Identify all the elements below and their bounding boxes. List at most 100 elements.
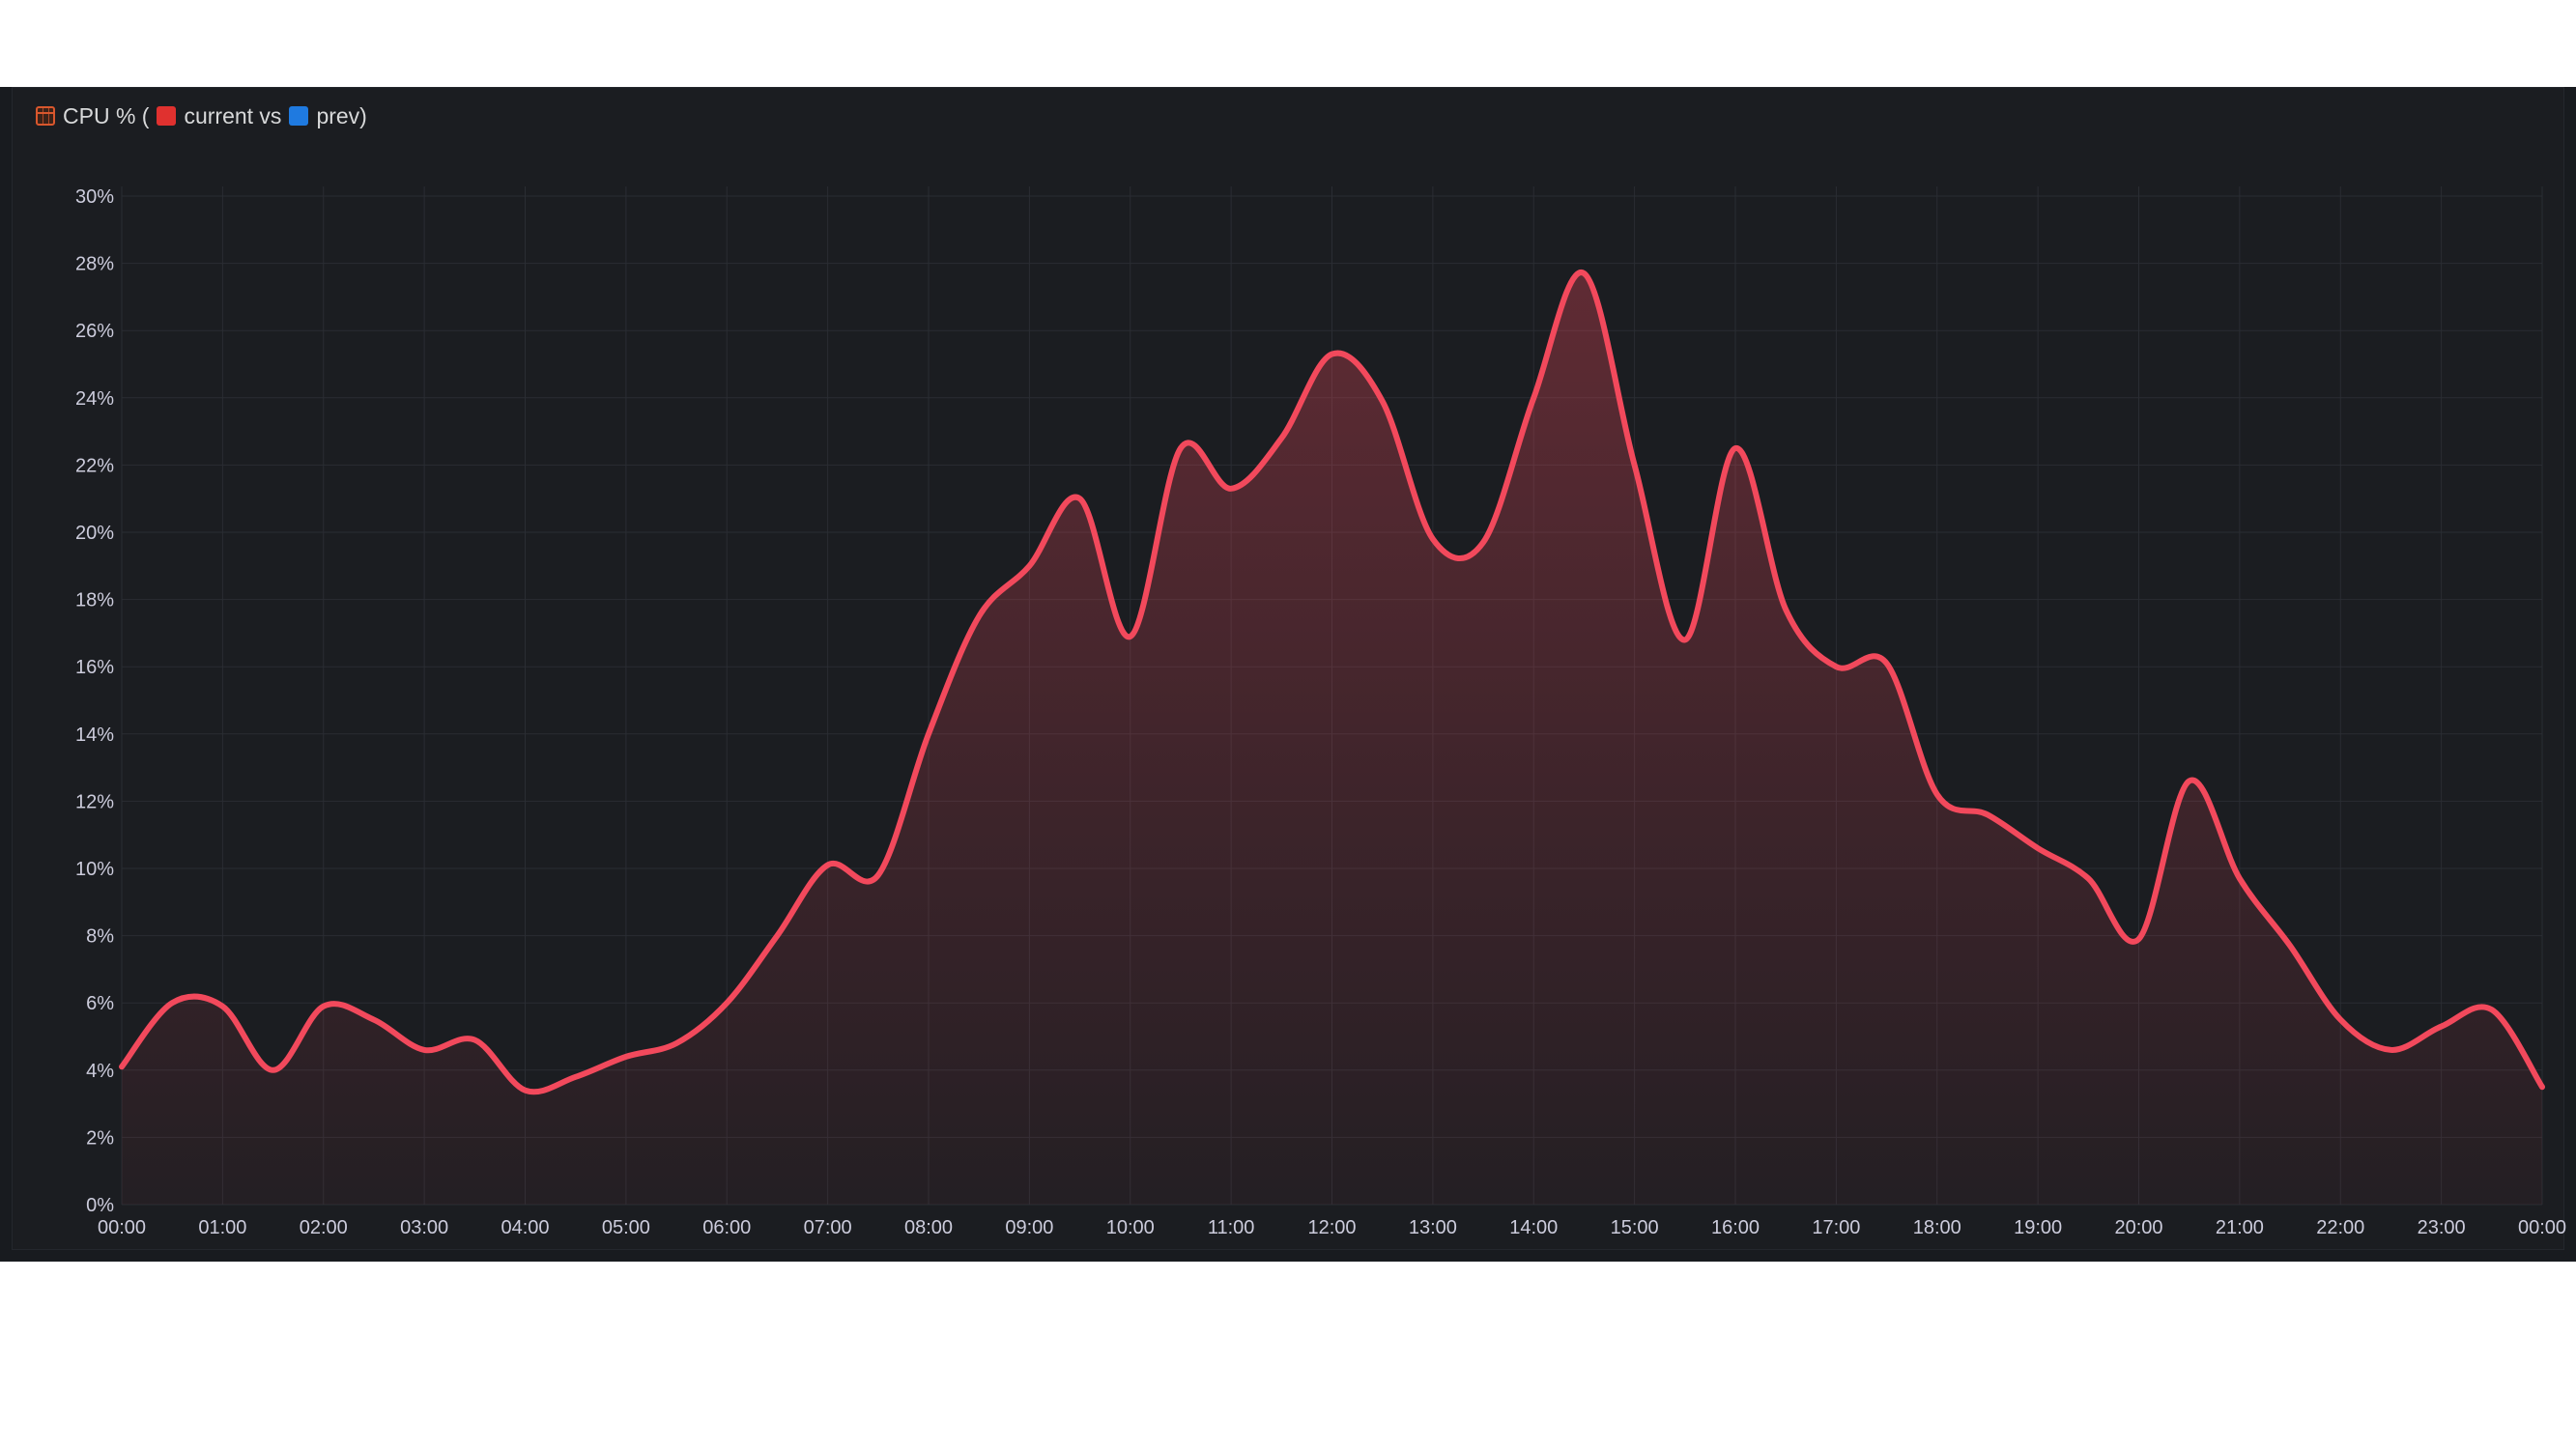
data-point	[1632, 462, 1638, 468]
data-point	[523, 1088, 529, 1094]
data-point	[1278, 436, 1284, 441]
red-square-icon	[157, 106, 177, 126]
x-tick-label: 10:00	[1106, 1217, 1155, 1238]
data-point	[2237, 875, 2243, 881]
y-tick-label: 8%	[86, 926, 114, 948]
data-point	[1581, 270, 1587, 276]
data-point	[1228, 486, 1234, 492]
data-point	[1884, 661, 1890, 667]
data-point	[1682, 637, 1688, 642]
data-point	[673, 1040, 679, 1046]
x-tick-label: 16:00	[1711, 1217, 1760, 1238]
x-tick-label: 14:00	[1509, 1217, 1558, 1238]
blue-square-icon	[289, 106, 309, 126]
series-area-fill	[122, 272, 2542, 1205]
data-point	[1783, 607, 1789, 612]
data-point	[1480, 539, 1486, 545]
data-point	[875, 872, 881, 878]
data-point	[573, 1074, 579, 1080]
x-tick-label: 05:00	[602, 1217, 650, 1238]
x-tick-label: 00:00	[2518, 1217, 2566, 1238]
panel-title-current: current vs	[184, 102, 282, 128]
data-point	[1178, 445, 1184, 451]
data-point	[1026, 563, 1032, 569]
data-point	[2187, 779, 2192, 784]
x-tick-label: 02:00	[300, 1217, 348, 1238]
x-tick-label: 09:00	[1005, 1217, 1053, 1238]
x-tick-label: 15:00	[1611, 1217, 1659, 1238]
data-point	[724, 1000, 730, 1006]
x-tick-label: 06:00	[702, 1217, 751, 1238]
data-point	[1732, 445, 1738, 451]
data-point	[371, 1017, 377, 1023]
y-tick-label: 30%	[75, 186, 114, 208]
data-point	[1077, 496, 1083, 501]
series-line-current	[119, 270, 2545, 1095]
y-tick-label: 20%	[75, 523, 114, 544]
calendar-icon	[36, 106, 55, 126]
x-tick-label: 00:00	[98, 1217, 146, 1238]
y-tick-label: 18%	[75, 590, 114, 611]
data-point	[2287, 943, 2293, 949]
data-point	[2388, 1047, 2393, 1053]
data-point	[2337, 1017, 2343, 1023]
y-tick-label: 4%	[86, 1061, 114, 1082]
x-tick-label: 07:00	[804, 1217, 852, 1238]
x-tick-label: 20:00	[2114, 1217, 2162, 1238]
x-tick-label: 01:00	[198, 1217, 246, 1238]
y-tick-label: 14%	[75, 724, 114, 746]
y-tick-label: 22%	[75, 455, 114, 476]
x-tick-label: 21:00	[2216, 1217, 2264, 1238]
y-tick-label: 10%	[75, 859, 114, 880]
data-point	[1531, 395, 1536, 401]
data-point	[2035, 845, 2041, 851]
y-tick-label: 12%	[75, 791, 114, 812]
data-point	[421, 1047, 427, 1053]
data-point	[623, 1054, 629, 1060]
data-point	[472, 1037, 477, 1043]
x-tick-label: 03:00	[400, 1217, 448, 1238]
x-tick-label: 17:00	[1812, 1217, 1860, 1238]
panel-title[interactable]: CPU % ( current vs prev)	[36, 101, 367, 130]
panel-title-prev: prev)	[316, 102, 367, 128]
y-tick-label: 2%	[86, 1127, 114, 1149]
y-tick-label: 26%	[75, 321, 114, 342]
data-point	[976, 613, 982, 619]
x-tick-label: 22:00	[2316, 1217, 2364, 1238]
data-point	[169, 1000, 175, 1006]
data-point	[1430, 536, 1436, 542]
data-point	[2085, 875, 2091, 881]
data-point	[926, 731, 931, 737]
data-point	[1128, 634, 1133, 639]
data-point	[825, 863, 831, 868]
chart-panel: CPU % ( current vs prev) 0% 2% 4% 6% 8% 10% 12…	[0, 87, 2576, 1262]
data-point	[1330, 352, 1335, 357]
x-tick-label: 18:00	[1913, 1217, 1961, 1238]
data-point	[774, 933, 780, 939]
y-tick-label: 28%	[75, 254, 114, 275]
data-point	[2136, 936, 2142, 942]
x-tick-label: 23:00	[2418, 1217, 2466, 1238]
data-point	[219, 1004, 225, 1009]
x-tick-label: 19:00	[2014, 1217, 2062, 1238]
data-point	[1833, 664, 1839, 669]
y-tick-label: 6%	[86, 993, 114, 1014]
data-point	[1934, 791, 1940, 797]
y-tick-label: 16%	[75, 657, 114, 678]
y-tick-label: 0%	[86, 1195, 114, 1216]
data-point	[2489, 1007, 2495, 1012]
data-point	[2439, 1024, 2445, 1030]
data-point	[1380, 398, 1386, 404]
panel-title-prefix: CPU % (	[63, 102, 150, 128]
data-point	[271, 1067, 276, 1073]
x-tick-label: 04:00	[501, 1217, 549, 1238]
data-point	[2539, 1084, 2545, 1090]
x-tick-label: 08:00	[904, 1217, 953, 1238]
x-tick-label: 12:00	[1307, 1217, 1356, 1238]
data-point	[321, 1004, 327, 1009]
data-point	[119, 1064, 125, 1069]
x-tick-label: 11:00	[1208, 1217, 1255, 1238]
cpu-line-chart[interactable]: 0% 2% 4% 6% 8% 10% 12% 14% 16% 18% 20% 22% 24% 26% 28%…	[0, 87, 2576, 1262]
x-tick-label: 13:00	[1409, 1217, 1457, 1238]
y-tick-label: 24%	[75, 388, 114, 410]
